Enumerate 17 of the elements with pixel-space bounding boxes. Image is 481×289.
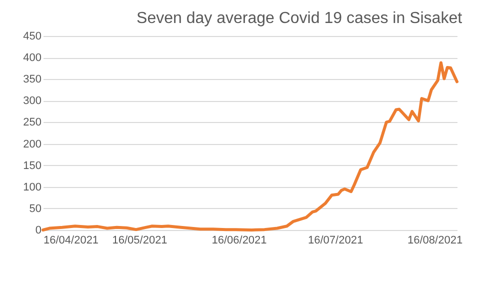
x-tick-label: 16/07/2021 <box>308 234 364 246</box>
y-tick-label: 200 <box>23 138 42 150</box>
x-tick-label: 16/04/2021 <box>44 234 99 246</box>
y-tick-label: 300 <box>23 95 42 108</box>
y-tick-label: 150 <box>23 160 42 172</box>
chart-title: Seven day average Covid 19 cases in Sisaket <box>136 10 463 27</box>
y-tick-label: 50 <box>29 202 42 215</box>
y-tick-label: 0 <box>35 224 42 236</box>
y-tick-label: 250 <box>23 116 42 129</box>
line-series <box>42 61 458 232</box>
y-tick-label: 400 <box>23 52 42 64</box>
y-tick-label: 450 <box>23 30 42 42</box>
x-tick-label: 16/05/2021 <box>112 234 168 246</box>
y-tick-label: 100 <box>23 181 42 194</box>
x-tick-label: 16/06/2021 <box>212 234 267 246</box>
y-tick-label: 350 <box>23 74 42 86</box>
x-tick-label: 16/08/2021 <box>408 234 463 246</box>
